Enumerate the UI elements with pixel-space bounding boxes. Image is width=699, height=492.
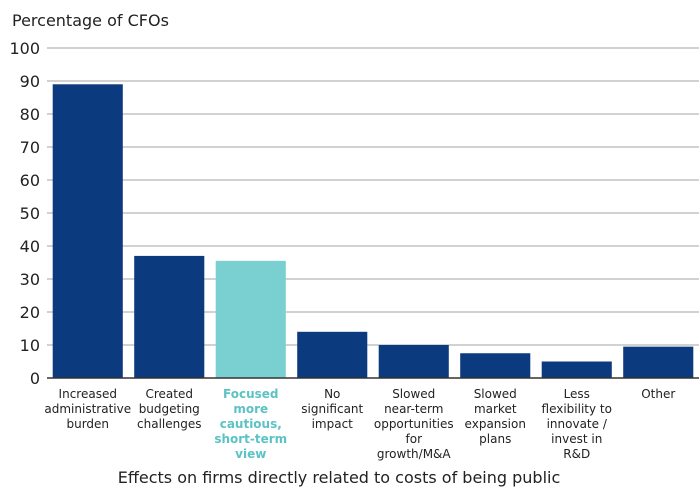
bar-3 — [216, 261, 286, 378]
x-tick-label: Other — [641, 387, 675, 401]
x-tick-label: No significant impact — [301, 387, 363, 431]
x-tick-label: Focused more cautious, short-term view — [214, 387, 287, 461]
x-tick-label-line: for — [406, 432, 423, 446]
x-tick-label-line: significant — [301, 402, 363, 416]
x-tick-label-line: view — [235, 447, 266, 461]
x-tick-label-line: Other — [641, 387, 675, 401]
y-tick-label: 100 — [9, 39, 40, 58]
x-tick-label: Slowed near-term opportunities for growth/M&… — [374, 387, 454, 461]
y-tick-label: 40 — [20, 237, 40, 256]
y-axis-label: Percentage of CFOs — [12, 11, 169, 30]
x-tick-label-line: Focused — [223, 387, 278, 401]
x-tick-label-line: near-term — [384, 402, 443, 416]
y-tick-label: 50 — [20, 204, 40, 223]
x-tick-label-line: expansion — [465, 417, 526, 431]
bar-1 — [53, 84, 123, 378]
x-tick-label-line: R&D — [563, 447, 590, 461]
y-tick-label: 20 — [20, 303, 40, 322]
x-tick-label-line: growth/M&A — [377, 447, 452, 461]
x-tick-label-line: plans — [479, 432, 511, 446]
y-tick-label: 90 — [20, 72, 40, 91]
x-tick-label-line: opportunities — [374, 417, 454, 431]
x-tick-label-line: administrative — [44, 402, 131, 416]
y-tick-label: 60 — [20, 171, 40, 190]
y-tick-label: 30 — [20, 270, 40, 289]
bar-4 — [297, 332, 367, 378]
y-axis-ticks: 0 10 20 30 40 50 60 70 80 90 100 — [9, 39, 40, 388]
x-tick-label-line: short-term — [214, 432, 287, 446]
bar-7 — [542, 362, 612, 379]
x-tick-label: Created budgeting challenges — [137, 387, 201, 431]
x-tick-label-line: cautious, — [220, 417, 282, 431]
x-tick-label-line: Increased — [59, 387, 117, 401]
x-tick-label-line: burden — [66, 417, 109, 431]
x-tick-label-line: challenges — [137, 417, 201, 431]
bars — [53, 84, 694, 378]
x-tick-label-line: invest in — [551, 432, 602, 446]
x-tick-label-line: budgeting — [139, 402, 200, 416]
x-tick-label-line: impact — [312, 417, 354, 431]
bar-2 — [134, 256, 204, 378]
x-axis-label: Effects on firms directly related to cos… — [118, 468, 561, 487]
x-tick-label-line: market — [474, 402, 517, 416]
bar-8 — [623, 347, 693, 378]
x-tick-label-line: Slowed — [392, 387, 435, 401]
x-tick-label-line: more — [233, 402, 268, 416]
bar-6 — [460, 353, 530, 378]
x-tick-label-line: Less — [564, 387, 590, 401]
y-tick-label: 0 — [30, 369, 40, 388]
x-tick-label-line: innovate / — [547, 417, 608, 431]
x-tick-label-line: No — [324, 387, 340, 401]
y-tick-label: 70 — [20, 138, 40, 157]
x-tick-label-line: Slowed — [474, 387, 517, 401]
x-tick-label: Less flexibility to innovate / invest in R&D — [542, 387, 612, 461]
x-tick-label-line: Created — [146, 387, 194, 401]
y-tick-label: 10 — [20, 336, 40, 355]
bar-5 — [379, 345, 449, 378]
x-tick-label-line: flexibility to — [542, 402, 612, 416]
x-tick-label: Increased administrative burden — [44, 387, 131, 431]
y-tick-label: 80 — [20, 105, 40, 124]
x-tick-label: Slowed market expansion plans — [465, 387, 526, 446]
